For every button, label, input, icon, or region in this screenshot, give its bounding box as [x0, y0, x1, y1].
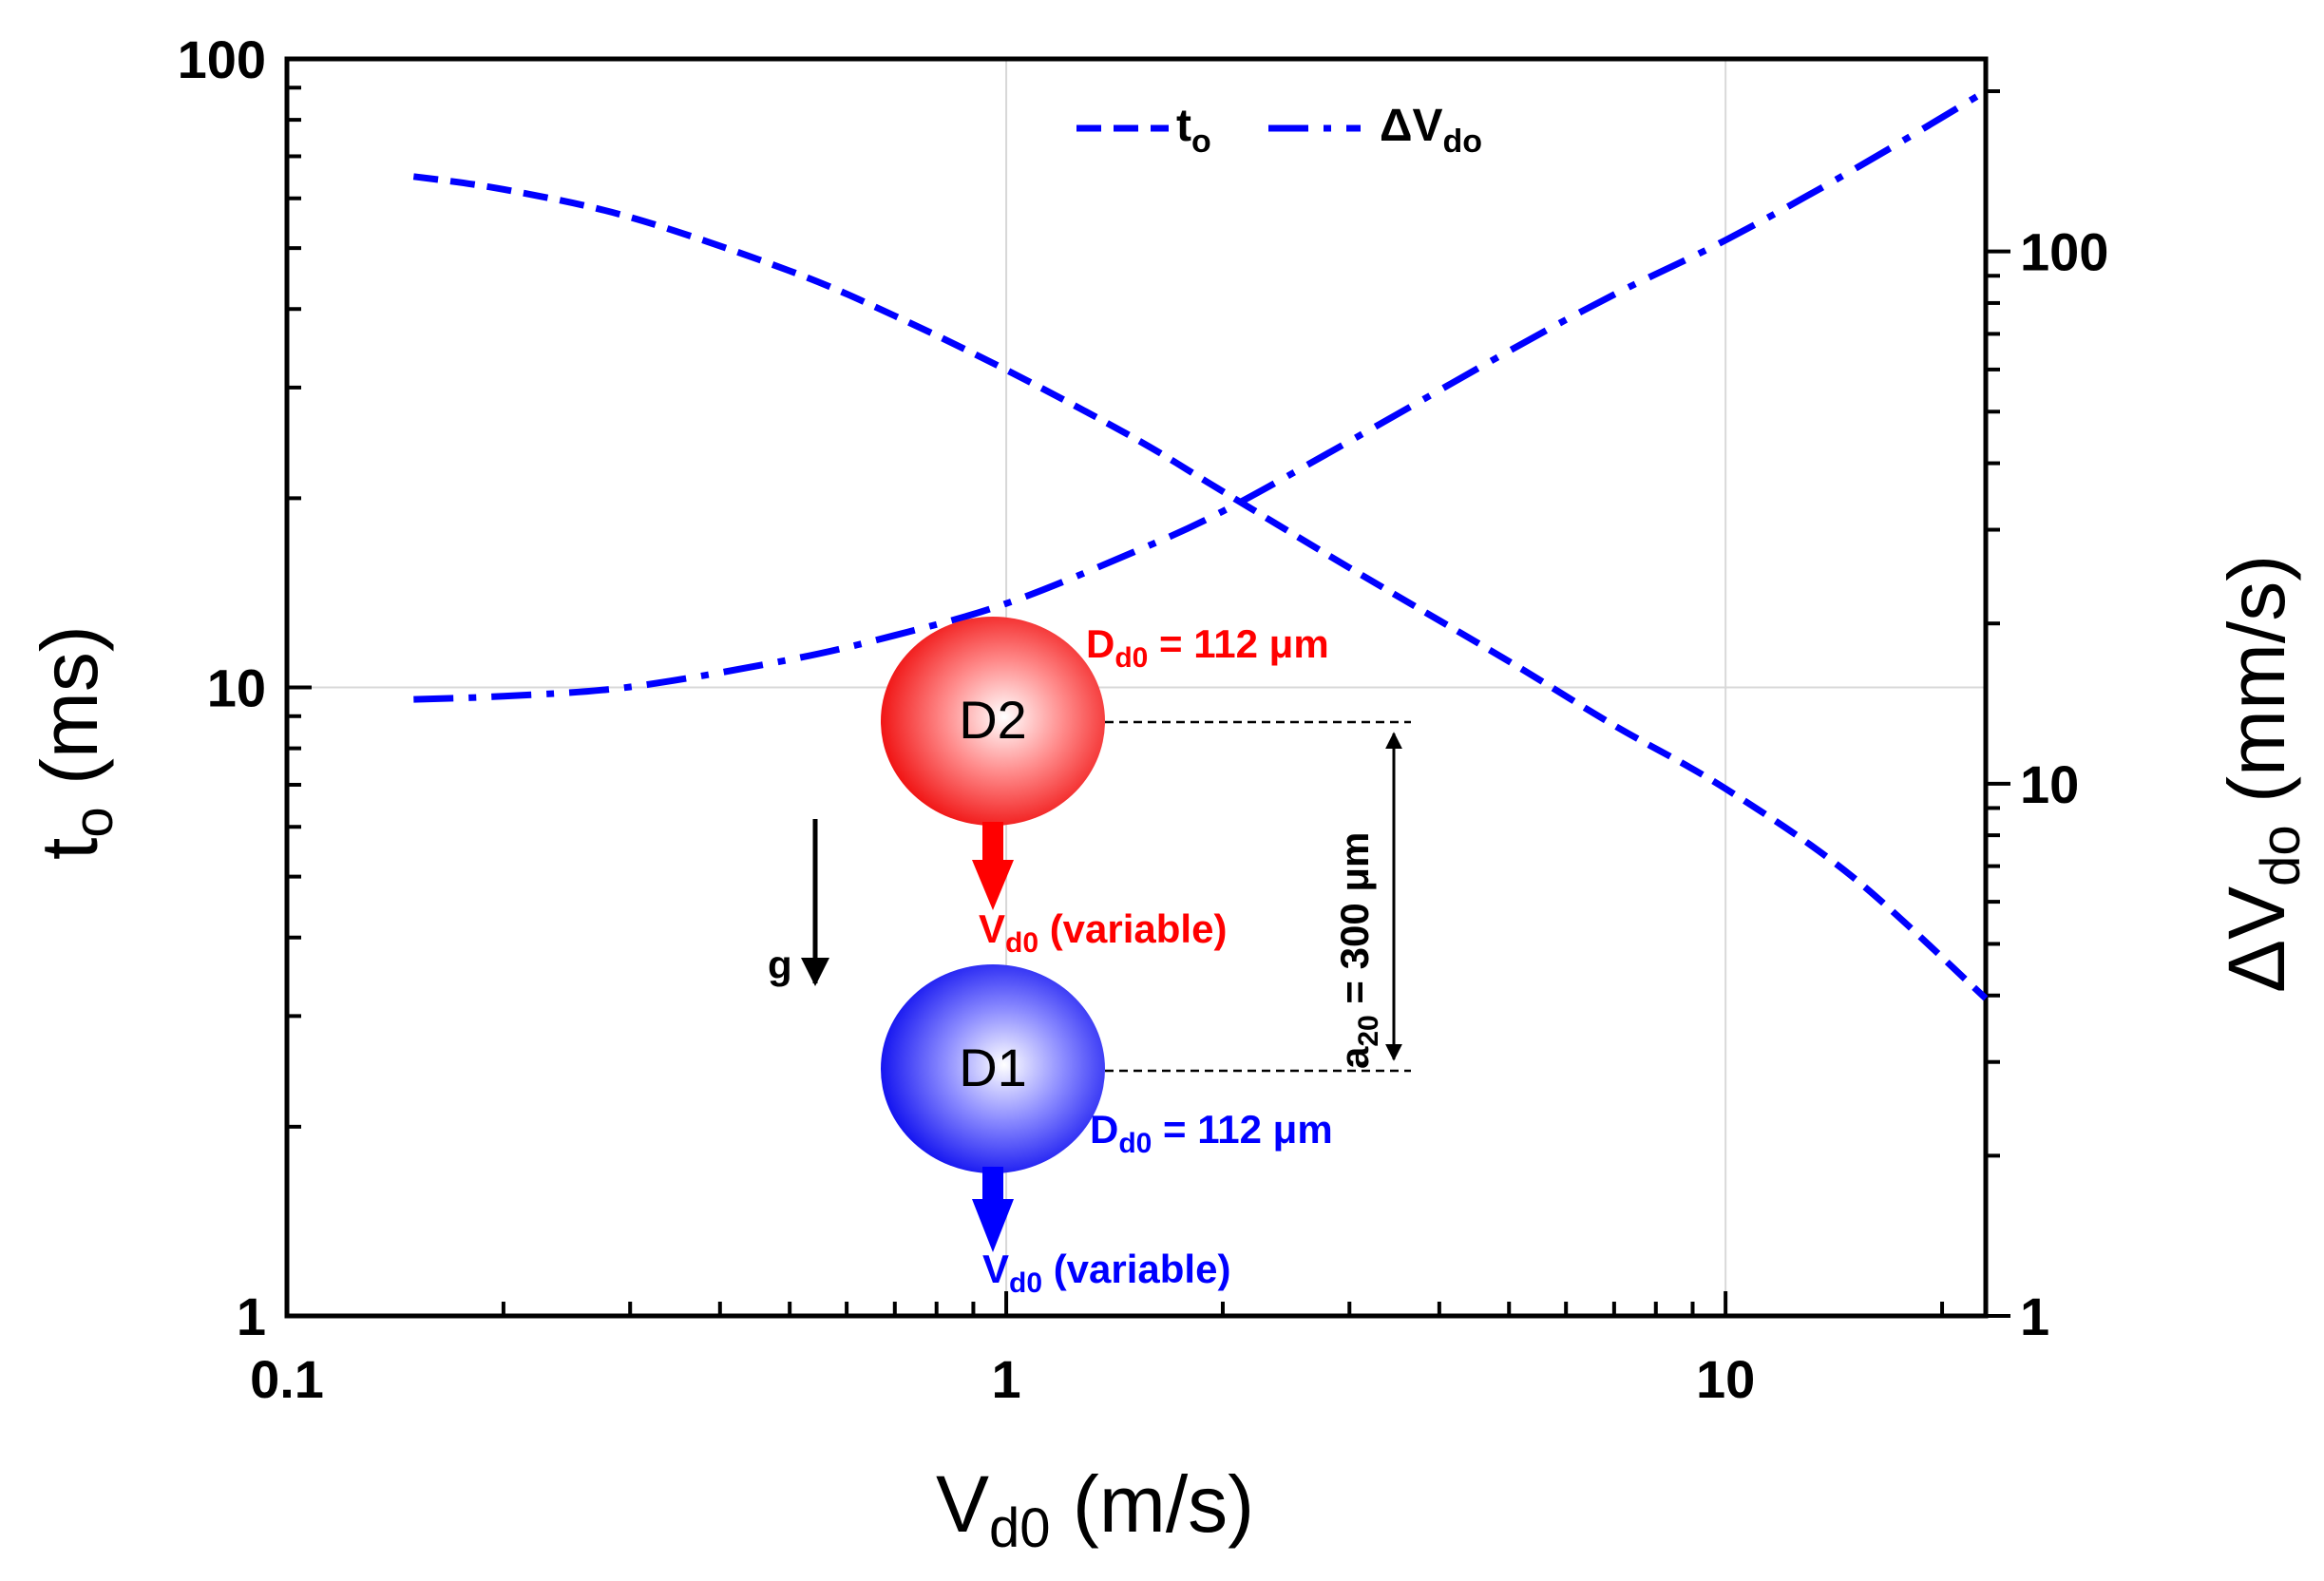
- legend-to-main: t: [1176, 101, 1191, 151]
- d2-velocity-main: V: [979, 906, 1005, 951]
- droplet-diagram: D2 Dd0 = 112 μm Vd0 (variable) D1 Dd0 = …: [768, 617, 1411, 1299]
- droplet-d2-diameter: Dd0 = 112 μm: [1086, 621, 1329, 674]
- d2-velocity-value: (variable): [1038, 906, 1227, 951]
- droplet-d1-arrow-head: [972, 1199, 1014, 1252]
- d2-diameter-sub: d0: [1114, 642, 1148, 674]
- spacing-value: = 300 μm: [1332, 832, 1377, 1016]
- d2-diameter-value: = 112 μm: [1148, 621, 1328, 666]
- legend-label-to: to: [1176, 101, 1211, 160]
- y-left-title-main: t: [25, 838, 114, 860]
- x-axis-title-main: V: [936, 1459, 989, 1549]
- d1-diameter-sub: d0: [1118, 1128, 1152, 1159]
- y-right-tick-label: 10: [2020, 754, 2079, 814]
- d1-diameter-value: = 112 μm: [1152, 1107, 1332, 1152]
- y-right-title-sub: do: [2250, 825, 2312, 886]
- droplet-d2-arrow-shaft: [982, 822, 1003, 871]
- droplet-d2-label: D2: [959, 690, 1027, 750]
- x-tick-label: 1: [991, 1349, 1020, 1409]
- droplet-d2-velocity: Vd0 (variable): [979, 906, 1227, 959]
- axis-ticks: [285, 86, 2010, 1318]
- legend-to-sub: o: [1191, 124, 1211, 160]
- series-line-delta-vdo: [413, 87, 1988, 703]
- droplet-d1: [881, 964, 1105, 1173]
- y-right-title-unit: (mm/s): [2212, 555, 2301, 826]
- d2-velocity-sub: d0: [1005, 927, 1038, 959]
- legend-dv-main: ΔV: [1380, 101, 1443, 151]
- y-right-title-main: ΔV: [2212, 886, 2301, 993]
- d1-velocity-sub: d0: [1009, 1267, 1042, 1299]
- y-left-title-sub: o: [63, 807, 124, 837]
- y-right-tick-label: 1: [2020, 1286, 2049, 1346]
- y-left-tick-label: 1: [237, 1286, 266, 1346]
- d1-diameter-main: D: [1090, 1107, 1118, 1152]
- droplet-d1-label: D1: [959, 1038, 1027, 1097]
- x-axis-title-sub: d0: [989, 1497, 1051, 1559]
- droplet-d2-arrow-head: [972, 860, 1014, 910]
- d2-diameter-main: D: [1086, 621, 1114, 666]
- x-tick-label: 10: [1696, 1349, 1755, 1409]
- y-right-axis-title: ΔVdo (mm/s): [2212, 555, 2312, 993]
- legend-dv-sub: do: [1443, 124, 1483, 160]
- droplet-d2: [881, 617, 1105, 826]
- x-axis-title-unit: (m/s): [1051, 1459, 1255, 1549]
- droplet-d1-diameter: Dd0 = 112 μm: [1090, 1107, 1333, 1159]
- y-right-tick-label: 100: [2020, 222, 2108, 282]
- spacing-main: a: [1332, 1046, 1377, 1069]
- spacing-sub: 20: [1353, 1015, 1384, 1046]
- spacing-label: a20 = 300 μm: [1332, 832, 1384, 1069]
- legend: to ΔVdo: [1076, 101, 1482, 160]
- d1-velocity-value: (variable): [1042, 1247, 1230, 1291]
- legend-label-delta-vdo: ΔVdo: [1380, 101, 1482, 160]
- gravity-label: g: [768, 943, 792, 987]
- y-left-title-unit: (ms): [25, 625, 114, 807]
- droplet-d1-velocity: Vd0 (variable): [982, 1247, 1230, 1299]
- y-left-tick-label: 10: [207, 658, 266, 718]
- series-line-to: [412, 173, 1989, 1001]
- y-left-tick-label: 100: [178, 29, 266, 89]
- x-tick-label: 0.1: [250, 1349, 324, 1409]
- y-left-axis-title: to (ms): [25, 625, 124, 860]
- x-axis-title: Vd0 (m/s): [936, 1459, 1254, 1559]
- d1-velocity-main: V: [982, 1247, 1009, 1291]
